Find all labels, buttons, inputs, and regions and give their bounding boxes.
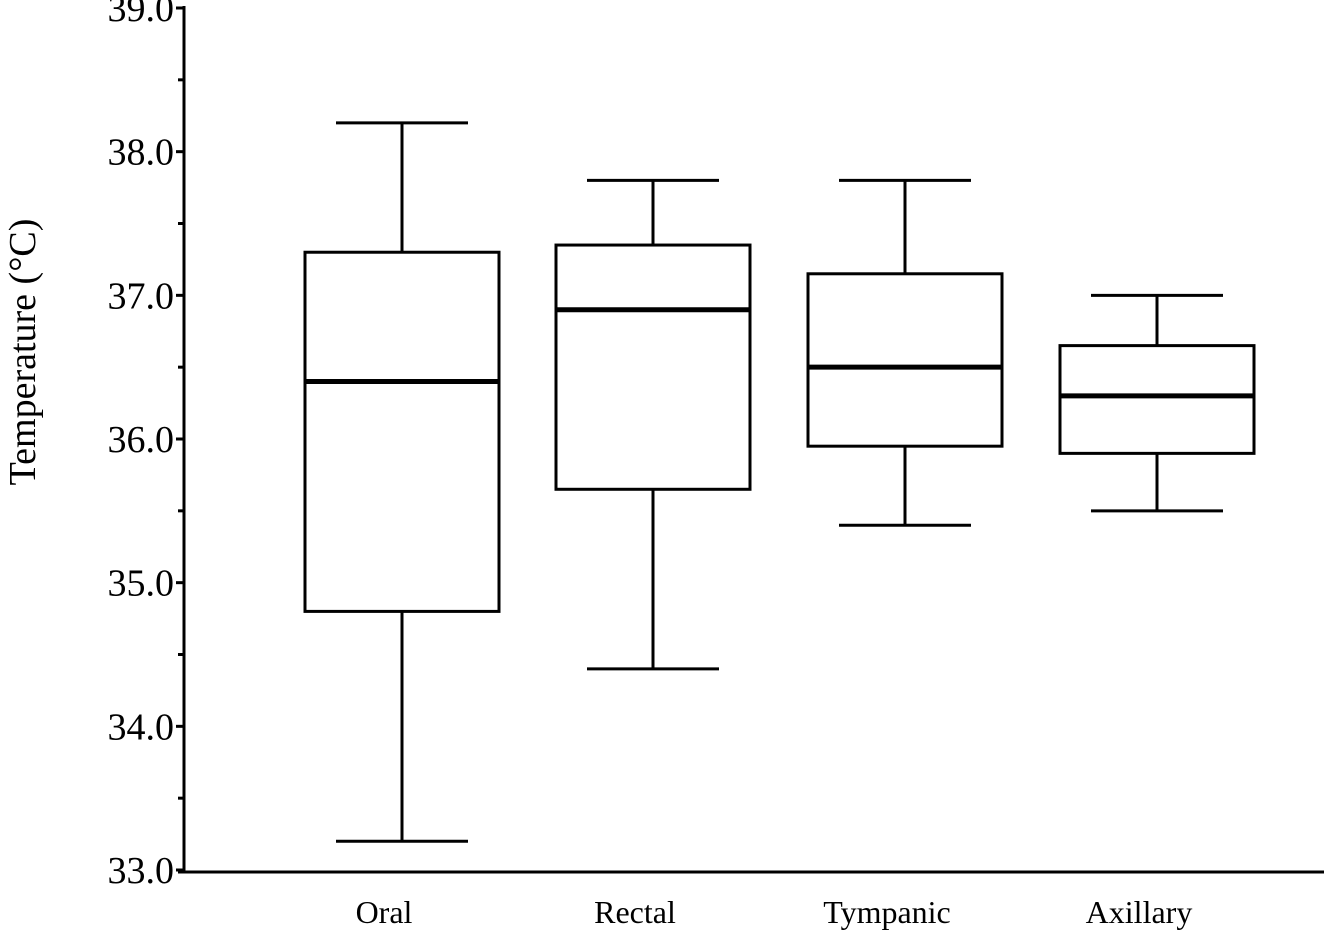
- y-tick-label: 39.0: [108, 0, 175, 30]
- box-rectal: [554, 178, 752, 671]
- box-axillary: [1058, 293, 1256, 513]
- x-tick-label-tympanic: Tympanic: [823, 894, 951, 930]
- iqr-box: [1058, 344, 1256, 455]
- y-tick-label: 35.0: [108, 563, 175, 605]
- y-tick-label: 37.0: [108, 275, 175, 317]
- box-oral: [303, 121, 501, 843]
- box-tympanic: [806, 178, 1004, 527]
- boxes-layer: [303, 121, 1256, 843]
- iqr-box: [806, 272, 1004, 448]
- y-axis-title: Temperature (°C): [2, 219, 44, 486]
- y-ticks: 33.0 34.0 35.0 36.0 37.0 38.0 39.0: [108, 0, 184, 892]
- y-tick-label: 33.0: [108, 850, 175, 892]
- y-tick-label: 36.0: [108, 419, 175, 461]
- iqr-box: [554, 243, 752, 491]
- x-tick-label-rectal: Rectal: [594, 894, 676, 930]
- x-tick-labels: Oral Rectal Tympanic Axillary: [356, 894, 1193, 930]
- x-tick-label-axillary: Axillary: [1086, 894, 1193, 930]
- iqr-box: [303, 250, 501, 613]
- y-tick-label: 34.0: [108, 706, 175, 748]
- y-tick-label: 38.0: [108, 132, 175, 174]
- x-tick-label-oral: Oral: [356, 894, 413, 930]
